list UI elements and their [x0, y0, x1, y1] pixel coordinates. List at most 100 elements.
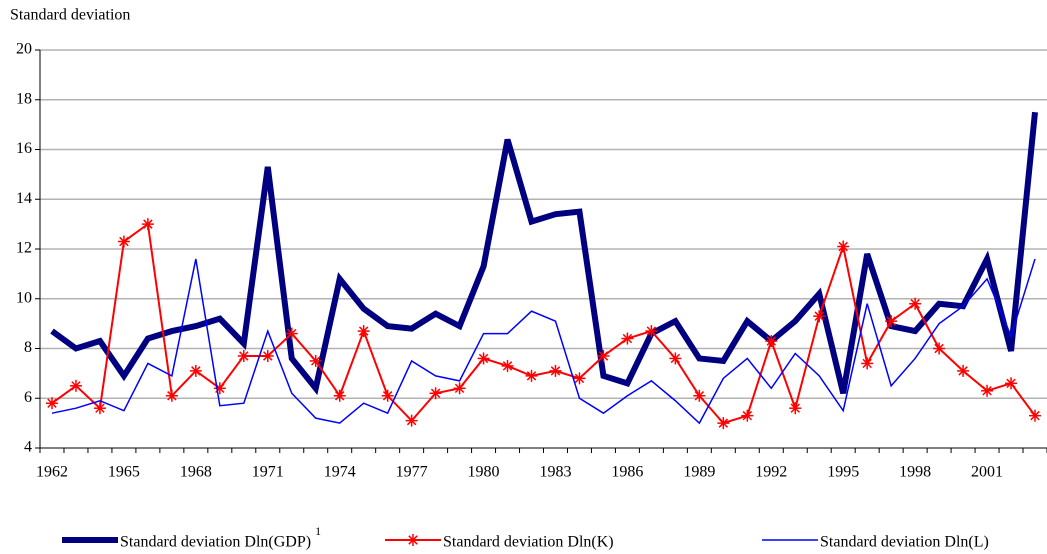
point-marker — [117, 235, 130, 248]
point-marker — [645, 325, 658, 338]
x-tick-label: 1974 — [324, 464, 356, 481]
marker-stroke — [239, 351, 249, 361]
marker-stroke — [334, 391, 345, 401]
y-tick-label: 14 — [16, 190, 32, 207]
x-tick-label: 1965 — [108, 464, 140, 481]
x-tick-label: 1998 — [899, 464, 931, 481]
y-tick-label: 18 — [16, 90, 32, 107]
marker-stroke — [670, 353, 681, 364]
marker-stroke — [287, 328, 297, 339]
marker-stroke — [167, 391, 177, 401]
marker-stroke — [71, 381, 81, 391]
point-marker — [837, 240, 850, 253]
marker-stroke — [478, 353, 489, 364]
point-marker — [285, 327, 298, 340]
marker-stroke — [47, 398, 57, 408]
point-marker — [765, 335, 778, 348]
legend-superscript: 1 — [315, 524, 321, 538]
y-axis-label: Standard deviation — [10, 7, 130, 24]
x-tick-label: 1980 — [468, 464, 500, 481]
marker-stroke — [982, 386, 992, 396]
marker-stroke — [958, 366, 968, 376]
y-tick-label: 16 — [16, 140, 32, 157]
point-marker — [813, 310, 826, 323]
x-tick-label: 1992 — [755, 464, 787, 481]
marker-stroke — [382, 391, 393, 401]
point-marker — [237, 349, 250, 362]
point-marker — [357, 325, 370, 338]
x-tick-label: 1962 — [36, 464, 68, 481]
marker-stroke — [406, 415, 417, 426]
y-tick-label: 20 — [16, 41, 32, 58]
point-marker — [957, 364, 970, 377]
point-marker — [909, 297, 922, 310]
x-tick-label: 1989 — [683, 464, 715, 481]
point-marker — [621, 332, 634, 345]
point-marker — [741, 409, 754, 422]
x-tick-label: 1977 — [396, 464, 428, 481]
marker-stroke — [646, 326, 657, 336]
point-marker — [477, 352, 490, 365]
y-tick-label: 10 — [16, 289, 32, 306]
marker-stroke — [358, 326, 369, 336]
marker-stroke — [886, 316, 896, 326]
point-marker — [429, 387, 442, 400]
point-marker — [669, 352, 682, 365]
series-line — [51, 258, 1036, 425]
point-marker — [381, 389, 394, 402]
marker-stroke — [814, 311, 824, 321]
marker-stroke — [526, 371, 537, 381]
point-marker — [789, 402, 802, 415]
y-tick-label: 4 — [24, 439, 32, 456]
marker-stroke — [263, 351, 273, 361]
point-marker — [261, 349, 274, 362]
point-marker — [165, 389, 178, 402]
marker-stroke — [742, 410, 753, 421]
legend-label: Standard deviation Dln(GDP) — [120, 534, 311, 551]
marker-stroke — [1006, 378, 1016, 389]
point-marker — [189, 364, 202, 377]
point-marker — [981, 384, 994, 397]
point-marker — [885, 315, 898, 328]
marker-stroke — [910, 298, 920, 309]
legend-marker — [407, 534, 419, 546]
marker-stroke — [502, 361, 513, 371]
x-tick-label: 1986 — [611, 464, 643, 481]
point-marker — [861, 357, 874, 370]
marker-stroke — [454, 383, 465, 394]
marker-stroke — [622, 333, 633, 344]
point-marker — [1005, 377, 1018, 390]
point-marker — [717, 417, 730, 430]
y-tick-label: 8 — [24, 339, 32, 356]
legend-label: Standard deviation Dln(L) — [820, 534, 989, 551]
x-tick-label: 1983 — [539, 464, 571, 481]
marker-stroke — [934, 343, 944, 354]
y-tick-label: 6 — [24, 389, 32, 406]
marker-stroke — [766, 336, 777, 346]
marker-stroke — [95, 403, 105, 413]
point-marker — [453, 382, 466, 395]
point-marker — [309, 354, 322, 367]
marker-stroke — [694, 391, 705, 401]
point-marker — [405, 414, 418, 427]
point-marker — [45, 397, 58, 410]
marker-stroke — [790, 403, 800, 413]
marker-stroke — [718, 418, 729, 428]
point-marker — [693, 389, 706, 402]
point-marker — [93, 402, 106, 415]
point-marker — [501, 359, 514, 372]
point-marker — [549, 364, 562, 377]
point-marker — [1029, 409, 1042, 422]
marker-stroke — [838, 241, 848, 252]
marker-stroke — [119, 236, 129, 247]
x-tick-label: 2001 — [971, 464, 1003, 481]
y-tick-label: 12 — [16, 240, 32, 257]
x-tick-label: 1968 — [180, 464, 212, 481]
point-marker — [597, 349, 610, 362]
point-marker — [333, 389, 346, 402]
point-marker — [69, 379, 82, 392]
point-marker — [933, 342, 946, 355]
marker-stroke — [310, 356, 321, 366]
legend-label: Standard deviation Dln(K) — [443, 534, 614, 551]
